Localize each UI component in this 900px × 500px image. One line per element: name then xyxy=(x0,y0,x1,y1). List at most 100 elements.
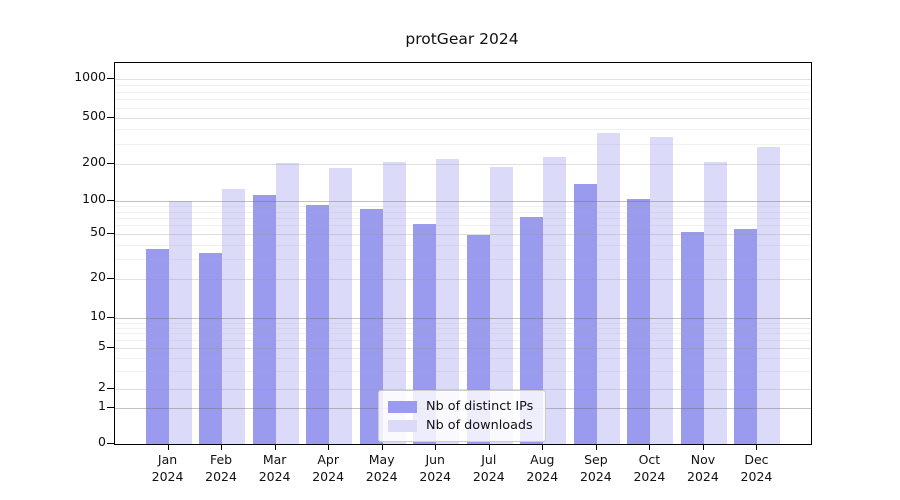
x-tick-label: Jan 2024 xyxy=(151,452,184,484)
gridline-minor xyxy=(115,107,811,109)
x-tick-label: Sep 2024 xyxy=(579,452,612,484)
y-tick-label: 20 xyxy=(90,268,106,284)
distinct-ips-bar xyxy=(627,199,651,444)
gridline-minor xyxy=(115,206,811,207)
downloads-bar xyxy=(650,136,674,444)
x-tick-mark xyxy=(221,444,223,450)
x-tick-label: Oct 2024 xyxy=(633,452,666,484)
x-tick-label: Jul 2024 xyxy=(472,452,505,484)
x-tick-mark xyxy=(542,444,544,450)
downloads-bar xyxy=(543,157,567,444)
gridline xyxy=(115,278,811,280)
y-tick-mark xyxy=(107,406,114,408)
y-tick-label: 50 xyxy=(90,223,106,239)
y-tick-label: 1000 xyxy=(74,69,106,84)
plot-area xyxy=(114,62,812,445)
legend-label: Nb of distinct IPs xyxy=(426,399,534,414)
downloads-bar xyxy=(596,133,620,444)
gridline-minor xyxy=(115,357,811,359)
downloads-bar xyxy=(436,158,460,444)
y-tick-label: 500 xyxy=(82,108,106,124)
y-tick-mark xyxy=(107,443,114,444)
x-tick-label: Nov 2024 xyxy=(687,452,719,484)
downloads-bar xyxy=(222,189,246,444)
distinct-ips-bar xyxy=(306,204,330,444)
distinct-ips-bar xyxy=(252,194,276,444)
x-tick-mark xyxy=(702,444,704,450)
gridline xyxy=(115,388,811,390)
gridline-minor xyxy=(115,327,811,329)
downloads-bar xyxy=(489,166,513,444)
y-tick-mark xyxy=(107,232,114,234)
legend-item-downloads: Nb of downloads xyxy=(388,416,536,435)
downloads-bar xyxy=(275,162,299,444)
y-tick-mark xyxy=(107,117,114,119)
distinct-ips-bar xyxy=(734,229,758,444)
x-tick-label: Dec 2024 xyxy=(740,452,773,484)
x-tick-label: Apr 2024 xyxy=(312,452,345,484)
x-tick-mark xyxy=(756,444,758,450)
x-tick-label: Mar 2024 xyxy=(258,452,291,484)
x-tick-mark xyxy=(649,444,651,450)
y-tick-mark xyxy=(107,317,114,318)
gridline xyxy=(115,347,811,349)
distinct-ips-bar xyxy=(680,232,704,444)
gridline-major xyxy=(115,200,811,202)
y-tick-mark xyxy=(107,277,114,279)
distinct-ips-bar xyxy=(413,223,437,444)
y-tick-label: 2 xyxy=(98,378,106,394)
y-tick-label: 10 xyxy=(90,308,106,323)
legend: Nb of distinct IPs Nb of downloads xyxy=(378,390,546,442)
gridline xyxy=(115,79,811,80)
gridline xyxy=(115,164,811,165)
distinct-ips-bar xyxy=(359,209,383,444)
distinct-ips-bar xyxy=(145,248,169,444)
gridline-minor xyxy=(115,143,811,145)
downloads-bar xyxy=(703,162,727,444)
gridline-minor xyxy=(115,340,811,342)
downloads-swatch-icon xyxy=(388,419,417,432)
gridline-minor xyxy=(115,217,811,219)
gridline-minor xyxy=(115,259,811,261)
gridline-major xyxy=(115,318,811,319)
x-tick-mark xyxy=(435,444,437,450)
y-tick-label: 0 xyxy=(98,434,106,449)
chart-title: protGear 2024 xyxy=(405,30,519,48)
gridline-minor xyxy=(115,333,811,335)
gridline-minor xyxy=(115,322,811,324)
downloads-bar xyxy=(168,200,192,444)
y-tick-mark xyxy=(107,199,114,201)
legend-item-distinct-ips: Nb of distinct IPs xyxy=(388,397,536,416)
x-tick-mark xyxy=(595,444,597,450)
x-tick-label: Feb 2024 xyxy=(205,452,237,484)
gridline xyxy=(115,118,811,120)
legend-label: Nb of downloads xyxy=(426,418,533,433)
x-tick-mark xyxy=(328,444,330,450)
y-tick-label: 5 xyxy=(98,337,106,353)
gridline-minor xyxy=(115,99,811,101)
x-tick-mark xyxy=(488,444,490,450)
gridline-minor xyxy=(115,129,811,131)
gridline-minor xyxy=(115,244,811,246)
gridline-minor xyxy=(115,84,811,86)
gridline-minor xyxy=(115,91,811,93)
distinct-ips-bar xyxy=(573,184,597,444)
downloads-bar xyxy=(757,147,781,444)
y-tick-mark xyxy=(107,163,114,164)
distinct-ips-bar xyxy=(199,252,223,444)
gridline-minor xyxy=(115,211,811,213)
x-tick-mark xyxy=(381,444,383,450)
downloads-bar xyxy=(329,167,353,444)
y-tick-label: 100 xyxy=(82,190,106,206)
distinct-ips-bar xyxy=(520,216,544,444)
x-tick-label: May 2024 xyxy=(365,452,398,484)
y-tick-mark xyxy=(107,387,114,389)
gridline-minor xyxy=(115,225,811,227)
x-tick-label: Jun 2024 xyxy=(419,452,452,484)
x-tick-label: Aug 2024 xyxy=(526,452,559,484)
x-tick-mark xyxy=(167,444,169,450)
x-tick-mark xyxy=(274,444,276,450)
y-tick-mark xyxy=(107,346,114,348)
y-tick-mark xyxy=(107,78,114,79)
